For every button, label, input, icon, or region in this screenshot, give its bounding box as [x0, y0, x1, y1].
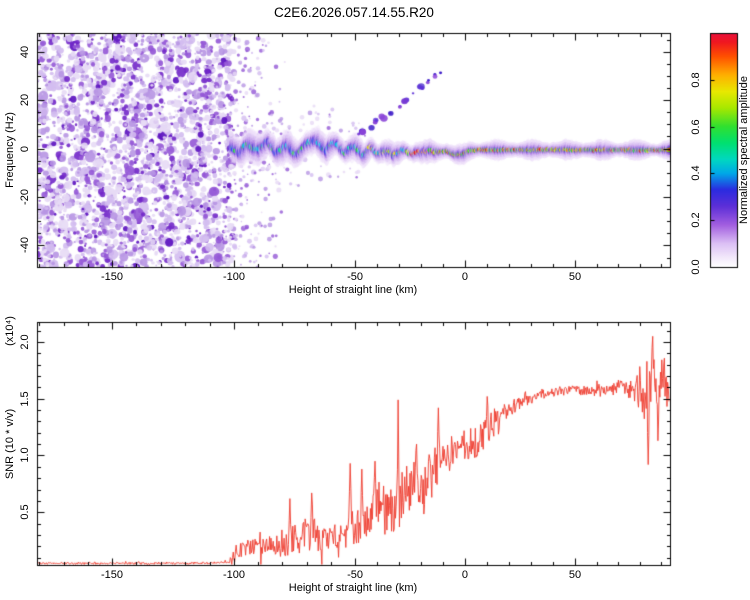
top-x-tick-label: -50 — [347, 271, 363, 283]
top-x-tick-label: 50 — [568, 271, 582, 283]
top-x-tick-label: 0 — [461, 271, 469, 283]
bottom-x-tick-label: 50 — [568, 569, 582, 581]
bottom-x-tick-label: -100 — [222, 569, 245, 581]
snr-tick-label: 1.0 — [19, 447, 31, 464]
top-x-tick-label: -150 — [100, 271, 124, 283]
bottom-x-axis-label: Height of straight line (km) — [288, 582, 418, 594]
snr-axis-multiplier: (x10⁴) — [4, 316, 16, 346]
colorbar-label: Normalized spectral amplitude — [738, 76, 750, 224]
frequency-tick-label: -40 — [19, 237, 31, 254]
frequency-tick-label: 0 — [19, 145, 31, 152]
snr-tick-label: 2.0 — [19, 334, 31, 350]
snr-axis-label: SNR (10 * v/v) — [4, 408, 16, 480]
bottom-x-tick-label: 0 — [461, 569, 469, 581]
colorbar-tick-label: 0.4 — [690, 165, 702, 182]
colorbar-tick-label: 0.2 — [690, 212, 702, 228]
top-x-tick-label: -100 — [222, 271, 245, 283]
snr-tick-label: 0.5 — [19, 504, 31, 520]
figure-title: C2E6.2026.057.14.55.R20 — [274, 5, 434, 20]
colorbar-tick-label: 0.8 — [690, 72, 702, 88]
bottom-x-tick-label: -150 — [100, 569, 124, 581]
frequency-tick-label: 20 — [19, 93, 31, 107]
frequency-tick-label: 40 — [19, 45, 31, 58]
snr-tick-label: 1.5 — [19, 391, 31, 407]
frequency-axis-label: Frequency (Hz) — [4, 112, 16, 188]
colorbar-tick-label: 0.0 — [690, 259, 702, 275]
frequency-tick-label: -20 — [19, 189, 31, 205]
top-x-axis-label: Height of straight line (km) — [288, 284, 418, 296]
bottom-x-tick-label: -50 — [347, 569, 363, 581]
colorbar-tick-label: 0.6 — [690, 118, 702, 135]
